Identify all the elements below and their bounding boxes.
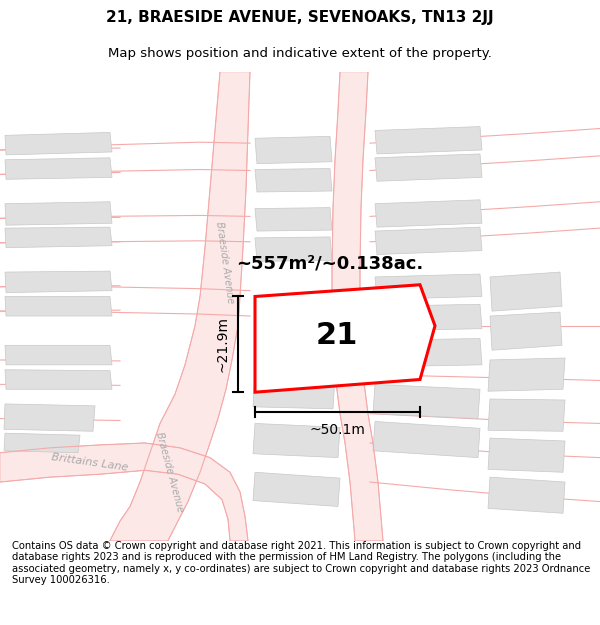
Polygon shape [5, 132, 112, 155]
Polygon shape [5, 271, 112, 292]
Polygon shape [488, 358, 565, 391]
Polygon shape [332, 72, 383, 541]
Polygon shape [253, 424, 340, 458]
Polygon shape [5, 202, 112, 225]
Polygon shape [375, 304, 482, 331]
Polygon shape [490, 312, 562, 350]
Polygon shape [373, 421, 480, 457]
Text: Contains OS data © Crown copyright and database right 2021. This information is : Contains OS data © Crown copyright and d… [12, 541, 590, 586]
Text: 21, BRAESIDE AVENUE, SEVENOAKS, TN13 2JJ: 21, BRAESIDE AVENUE, SEVENOAKS, TN13 2JJ [106, 11, 494, 26]
Polygon shape [488, 399, 565, 431]
Polygon shape [253, 472, 340, 506]
Polygon shape [375, 154, 482, 181]
Polygon shape [375, 227, 482, 254]
Polygon shape [5, 227, 112, 248]
Polygon shape [255, 169, 332, 192]
Text: Map shows position and indicative extent of the property.: Map shows position and indicative extent… [108, 48, 492, 61]
Polygon shape [488, 438, 565, 472]
Polygon shape [375, 126, 482, 154]
Polygon shape [5, 345, 112, 365]
Polygon shape [490, 272, 562, 311]
Polygon shape [375, 200, 482, 227]
Text: ~21.9m: ~21.9m [216, 316, 230, 372]
Text: Brittains Lane: Brittains Lane [51, 452, 129, 473]
Polygon shape [255, 136, 332, 164]
Polygon shape [375, 339, 482, 367]
Polygon shape [255, 296, 332, 320]
Text: Braeside Avenue: Braeside Avenue [154, 431, 185, 514]
Polygon shape [373, 384, 480, 419]
Polygon shape [253, 374, 335, 409]
Polygon shape [255, 285, 435, 392]
Polygon shape [4, 404, 95, 431]
Text: Braeside Avenue: Braeside Avenue [214, 221, 236, 304]
Polygon shape [5, 370, 112, 389]
Polygon shape [255, 237, 332, 261]
Polygon shape [110, 72, 250, 541]
Polygon shape [5, 158, 112, 179]
Polygon shape [5, 296, 112, 316]
Polygon shape [255, 328, 332, 350]
Polygon shape [0, 443, 248, 541]
Text: 21: 21 [316, 321, 358, 350]
Text: ~557m²/~0.138ac.: ~557m²/~0.138ac. [236, 254, 424, 272]
Polygon shape [488, 477, 565, 513]
Polygon shape [255, 208, 332, 231]
Polygon shape [375, 274, 482, 299]
Text: ~50.1m: ~50.1m [310, 424, 365, 438]
Polygon shape [4, 433, 80, 452]
